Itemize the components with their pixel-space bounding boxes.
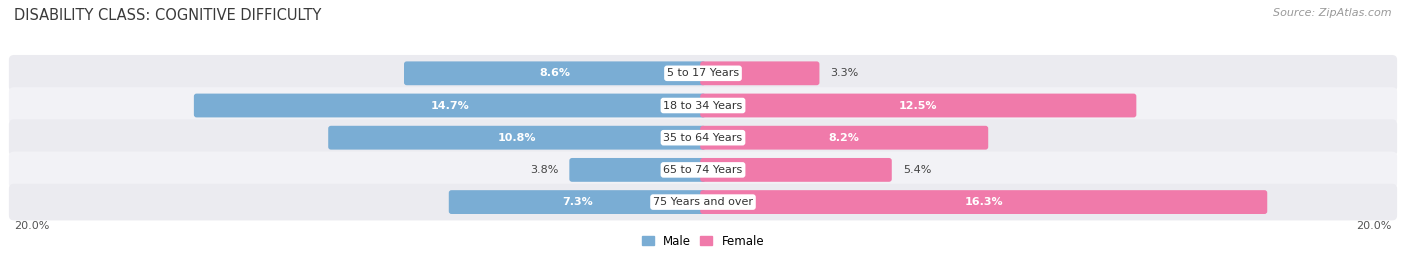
Text: 75 Years and over: 75 Years and over: [652, 197, 754, 207]
FancyBboxPatch shape: [8, 87, 1398, 124]
FancyBboxPatch shape: [8, 119, 1398, 156]
FancyBboxPatch shape: [700, 126, 988, 150]
Text: 12.5%: 12.5%: [898, 100, 938, 110]
Text: 35 to 64 Years: 35 to 64 Years: [664, 133, 742, 143]
FancyBboxPatch shape: [194, 94, 706, 117]
Text: 20.0%: 20.0%: [1357, 221, 1392, 231]
Text: 65 to 74 Years: 65 to 74 Years: [664, 165, 742, 175]
Text: 7.3%: 7.3%: [562, 197, 593, 207]
Text: 8.6%: 8.6%: [540, 68, 571, 78]
Text: 8.2%: 8.2%: [828, 133, 859, 143]
FancyBboxPatch shape: [700, 190, 1267, 214]
Text: DISABILITY CLASS: COGNITIVE DIFFICULTY: DISABILITY CLASS: COGNITIVE DIFFICULTY: [14, 8, 322, 23]
Text: 3.8%: 3.8%: [530, 165, 558, 175]
FancyBboxPatch shape: [569, 158, 706, 182]
FancyBboxPatch shape: [8, 55, 1398, 92]
FancyBboxPatch shape: [404, 61, 706, 85]
FancyBboxPatch shape: [8, 151, 1398, 188]
FancyBboxPatch shape: [700, 61, 820, 85]
Legend: Male, Female: Male, Female: [637, 230, 769, 252]
Text: 14.7%: 14.7%: [430, 100, 470, 110]
Text: 5.4%: 5.4%: [903, 165, 931, 175]
Text: 20.0%: 20.0%: [14, 221, 49, 231]
Text: Source: ZipAtlas.com: Source: ZipAtlas.com: [1274, 8, 1392, 18]
Text: 5 to 17 Years: 5 to 17 Years: [666, 68, 740, 78]
FancyBboxPatch shape: [8, 184, 1398, 220]
FancyBboxPatch shape: [449, 190, 706, 214]
Text: 18 to 34 Years: 18 to 34 Years: [664, 100, 742, 110]
FancyBboxPatch shape: [700, 94, 1136, 117]
Text: 16.3%: 16.3%: [965, 197, 1002, 207]
FancyBboxPatch shape: [328, 126, 706, 150]
Text: 3.3%: 3.3%: [831, 68, 859, 78]
Text: 10.8%: 10.8%: [498, 133, 536, 143]
FancyBboxPatch shape: [700, 158, 891, 182]
